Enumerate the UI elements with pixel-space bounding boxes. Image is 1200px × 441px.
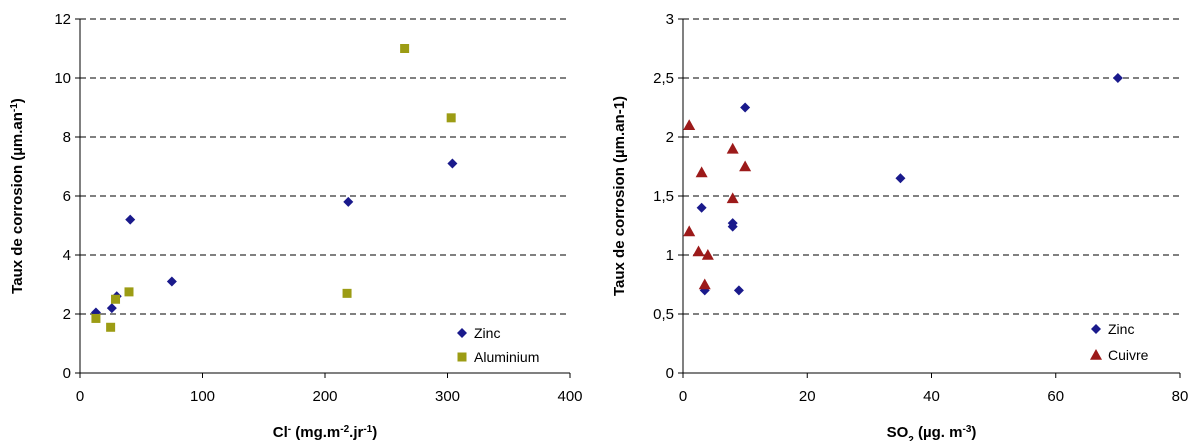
- y-tick-label: 8: [63, 129, 71, 146]
- data-point-zinc: [740, 102, 751, 113]
- chart-chloride: 0 2 4 6 8 10 12 0 100 200 300 400 Taux de corrosion …: [9, 11, 583, 441]
- y-tick-label: 2: [666, 129, 674, 146]
- data-point-zinc: [447, 158, 458, 169]
- data-point-cuivre: [739, 160, 752, 172]
- x-tick-label: 60: [1047, 388, 1064, 405]
- data-point-zinc: [106, 303, 117, 314]
- x-axis-title: SO2 (µg. m-3): [887, 424, 977, 441]
- data-point-zinc: [166, 276, 177, 287]
- data-point-cuivre: [695, 166, 708, 178]
- y-tick-label: 10: [54, 70, 71, 87]
- data-point-aluminium: [446, 113, 456, 123]
- y-tick-label: 2,5: [653, 70, 674, 87]
- x-tick-label: 80: [1172, 388, 1189, 405]
- data-point-cuivre: [701, 249, 714, 260]
- x-tick-label: 300: [435, 388, 460, 405]
- data-point-aluminium: [91, 313, 101, 323]
- data-point-aluminium: [342, 288, 352, 298]
- legend-label: Zinc: [1108, 321, 1134, 337]
- y-tick-label: 12: [54, 11, 71, 28]
- x-axis-title: Cl- (mg.m-2.jr-1): [273, 424, 378, 441]
- x-tick-label: 40: [923, 388, 940, 405]
- data-point-cuivre: [683, 119, 696, 130]
- data-point-zinc: [125, 214, 136, 225]
- legend-label: Zinc: [474, 325, 500, 341]
- data-point-zinc: [895, 173, 906, 184]
- data-point-zinc: [343, 196, 354, 207]
- x-tick-label: 200: [312, 388, 337, 405]
- data-point-zinc: [733, 285, 744, 296]
- data-point-cuivre: [692, 245, 705, 257]
- data-point-aluminium: [124, 287, 134, 297]
- legend-marker-cuivre: [1090, 349, 1102, 360]
- x-tick-label: 0: [76, 388, 84, 405]
- y-tick-label: 2: [63, 306, 71, 323]
- x-tick-label: 20: [799, 388, 816, 405]
- legend-marker-zinc: [457, 328, 467, 338]
- data-point-aluminium: [106, 322, 116, 332]
- data-point-zinc: [727, 221, 738, 232]
- y-tick-label: 4: [63, 247, 71, 264]
- data-point-cuivre: [698, 278, 711, 290]
- x-tick-label: 0: [679, 388, 687, 405]
- data-point-zinc: [696, 202, 707, 213]
- y-tick-label: 0: [666, 365, 674, 382]
- data-point-aluminium: [400, 44, 410, 53]
- y-axis-title: Taux de corrosion (µm.an-1): [9, 98, 27, 294]
- y-tick-label: 1: [666, 247, 674, 264]
- y-tick-label: 6: [63, 188, 71, 205]
- y-axis-title: Taux de corrosion (µm.an-1): [611, 96, 628, 296]
- legend-marker-aluminium: [457, 352, 467, 362]
- x-tick-label: 400: [557, 388, 582, 405]
- data-point-cuivre: [683, 225, 696, 237]
- chart-so2: 0 0,5 1 1,5 2 2,5 3 0 20 40 60 80 Taux de corrosion …: [611, 11, 1188, 441]
- y-tick-label: 0,5: [653, 306, 674, 323]
- y-tick-label: 3: [666, 11, 674, 28]
- legend-label: Aluminium: [474, 349, 539, 365]
- legend-marker-zinc: [1091, 324, 1101, 334]
- data-point-cuivre: [726, 192, 739, 204]
- x-tick-label: 100: [190, 388, 215, 405]
- legend-label: Cuivre: [1108, 347, 1149, 363]
- data-point-cuivre: [726, 142, 739, 154]
- y-tick-label: 1,5: [653, 188, 674, 205]
- data-point-zinc: [1112, 73, 1123, 83]
- y-tick-label: 0: [63, 365, 71, 382]
- data-point-aluminium: [111, 294, 121, 304]
